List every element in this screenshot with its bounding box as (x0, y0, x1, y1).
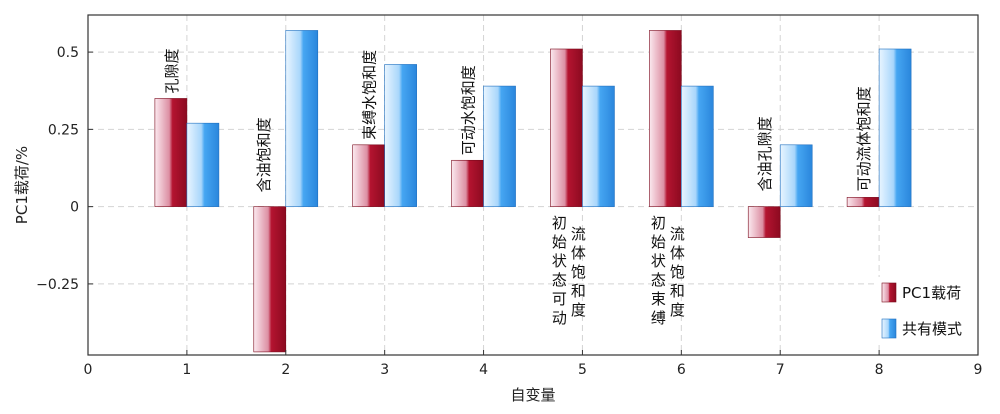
bar-common-mode (779, 144, 813, 207)
axis-ticks: 0 1 2 3 4 5 6 7 8 9 −0.25 0 0.25 0.5 (36, 45, 982, 378)
x-axis-title: 自变量 (510, 386, 555, 404)
category-label: 流体饱和度 (670, 225, 685, 319)
category-label: 含油孔隙度 (756, 116, 774, 191)
y-tick-label: 0.25 (48, 122, 79, 138)
bar-common-mode (186, 122, 220, 207)
category-label: 孔隙度 (163, 48, 181, 93)
category-label: 可动流体饱和度 (855, 86, 873, 191)
bar-pc1-loading (747, 206, 781, 238)
x-tick-label: 7 (776, 362, 785, 378)
bars (154, 30, 912, 353)
y-tick-label: 0 (70, 200, 79, 216)
plot-frame (87, 14, 979, 356)
legend-label: PC1载荷 (902, 284, 961, 302)
y-tick-label: −0.25 (36, 277, 79, 293)
bar-common-mode (582, 85, 615, 207)
y-tick-label: 0.5 (57, 45, 79, 61)
x-tick-label: 8 (875, 362, 884, 378)
bar-pc1-loading (352, 144, 385, 207)
category-label: 可动水饱和度 (460, 65, 478, 155)
category-label: 束缚水饱和度 (361, 50, 379, 140)
x-tick-label: 9 (974, 362, 983, 378)
x-tick-label: 1 (182, 362, 191, 378)
x-tick-label: 6 (677, 362, 686, 378)
gridlines (88, 15, 978, 355)
bar-pc1-loading (253, 206, 287, 353)
bar-common-mode (285, 30, 319, 207)
bar-pc1-loading (846, 197, 880, 207)
category-label: 初始状态束缚 (651, 214, 666, 327)
bar-pc1-loading (649, 30, 682, 207)
y-axis-title: PC1载荷/% (13, 146, 31, 224)
category-label: 初始状态可动 (552, 214, 567, 327)
bar-common-mode (384, 64, 417, 207)
category-label: 流体饱和度 (571, 225, 586, 319)
bar-pc1-loading (451, 159, 484, 207)
bar-common-mode (483, 85, 516, 207)
x-tick-label: 5 (578, 362, 587, 378)
legend-label: 共有模式 (902, 320, 962, 338)
bar-common-mode (681, 85, 714, 207)
bar-common-mode (878, 48, 912, 207)
x-tick-label: 2 (281, 362, 290, 378)
bar-pc1-loading (154, 98, 188, 207)
x-tick-label: 0 (84, 362, 93, 378)
category-label: 含油饱和度 (255, 117, 273, 192)
legend-swatch (881, 318, 897, 339)
x-tick-label: 4 (479, 362, 488, 378)
legend-swatch (881, 282, 897, 303)
x-tick-label: 3 (380, 362, 389, 378)
bar-pc1-loading (550, 48, 583, 207)
